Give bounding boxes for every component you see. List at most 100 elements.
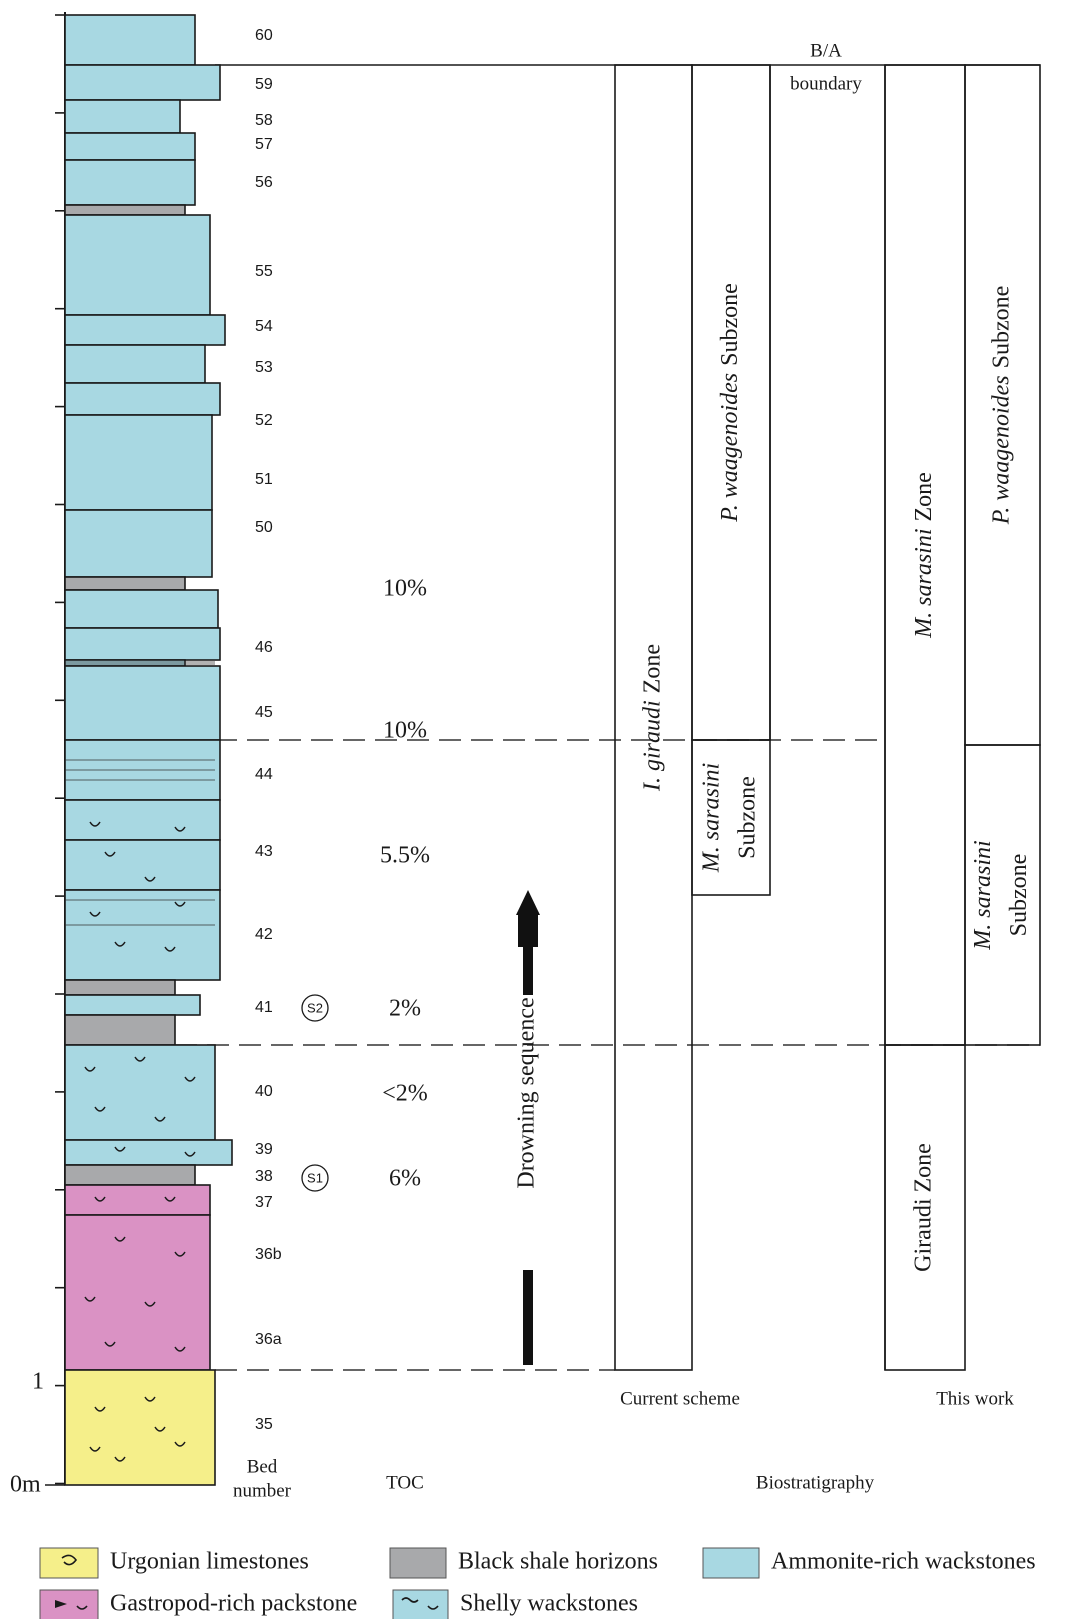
bed: [64, 1139, 233, 1166]
shell-symbol: [94, 1106, 106, 1112]
bed-number: 35: [255, 1416, 273, 1433]
zone-taxon: M. sarasini: [911, 528, 937, 638]
toc-value: 5.5%: [380, 843, 430, 869]
bed: [64, 159, 196, 206]
bed-number: 44: [255, 766, 273, 783]
bed: [64, 204, 186, 216]
legend-label: Gastropod-rich packstone: [110, 1591, 357, 1617]
scale-label: 1: [32, 1369, 44, 1395]
bed-number: 59: [255, 76, 273, 93]
bed: [64, 665, 221, 741]
legend-symbol: [55, 1600, 67, 1608]
shell-symbol: [174, 1251, 186, 1257]
shell-symbol: [174, 826, 186, 832]
bed: [64, 799, 221, 841]
legend-label: Black shale horizons: [458, 1549, 658, 1575]
zone-label: P. waagenoides Subzone: [717, 283, 743, 523]
toc-value: 6%: [389, 1166, 421, 1192]
scale-label: 0m: [10, 1472, 41, 1498]
shell-symbol: [114, 941, 126, 947]
bed: [64, 344, 206, 384]
bed-number: 52: [255, 412, 273, 429]
zone-taxon: P. waagenoides: [717, 373, 743, 523]
zone-label: Subzone: [735, 776, 761, 859]
bed: [64, 839, 221, 891]
bed: [64, 64, 221, 101]
shell-symbol: [154, 1116, 166, 1122]
bed-number: 50: [255, 519, 273, 536]
arrow-shaft: [523, 945, 533, 995]
toc-value: 10%: [383, 718, 427, 744]
shell-symbol: [84, 1296, 96, 1302]
zone-label: M. sarasini: [970, 840, 996, 950]
legend-symbol: [76, 1605, 88, 1610]
bed: [64, 314, 226, 346]
header: Biostratigraphy: [756, 1472, 875, 1493]
bed-number: 57: [255, 136, 273, 153]
shell-symbol: [184, 1151, 196, 1157]
legend-label: Urgonian limestones: [110, 1549, 309, 1575]
bed: [64, 1044, 216, 1141]
bed: [64, 382, 221, 416]
header: Bed: [247, 1456, 278, 1477]
bed: [64, 889, 221, 981]
bed-number: 51: [255, 471, 273, 488]
bed: [64, 1214, 211, 1371]
bed: [64, 509, 213, 578]
shell-symbol: [104, 1341, 116, 1347]
arrow-shaft: [523, 1270, 533, 1365]
bed-number: 41: [255, 999, 273, 1016]
legend-symbol: [427, 1605, 439, 1610]
bed-number: 39: [255, 1141, 273, 1158]
bed-number: 46: [255, 639, 273, 656]
shell-symbol: [134, 1056, 146, 1062]
legend-swatch: [39, 1589, 99, 1619]
legend-swatch: [392, 1589, 449, 1619]
shell-symbol: [154, 1426, 166, 1432]
shell-symbol: [84, 1066, 96, 1072]
toc-value: 2%: [389, 996, 421, 1022]
bed: [64, 99, 181, 134]
bed: [64, 132, 196, 161]
shell-symbol: [184, 1076, 196, 1082]
bed: [64, 659, 186, 667]
shell-symbol: [144, 1396, 156, 1402]
sample-marker: [301, 1164, 329, 1192]
shell-symbol: [164, 1196, 176, 1202]
bed: [64, 627, 221, 661]
bed: [64, 414, 213, 511]
bed: [64, 979, 176, 996]
scheme-label: This work: [936, 1388, 1014, 1409]
arrow-shaft: [518, 912, 538, 947]
zone-box: [884, 1044, 966, 1371]
bed-number: 58: [255, 112, 273, 129]
bed-number: 40: [255, 1083, 273, 1100]
shell-symbol: [114, 1146, 126, 1152]
zone-rank: Zone: [911, 472, 937, 521]
boundary-label: boundary: [790, 73, 862, 94]
header: TOC: [386, 1472, 424, 1493]
zone-box: [964, 744, 1041, 1046]
header: number: [233, 1480, 292, 1501]
sample-label: S2: [307, 1000, 323, 1015]
bed-number: 42: [255, 926, 273, 943]
zone-label: Giraudi Zone: [911, 1143, 937, 1272]
zone-label: P. waagenoides Subzone: [988, 286, 1014, 526]
bed: [64, 994, 201, 1016]
arrow-label: Drowning sequence: [514, 997, 540, 1188]
bed-number: 54: [255, 318, 273, 335]
legend-symbol: [61, 1554, 78, 1566]
bed-number: 43: [255, 843, 273, 860]
shell-symbol: [89, 1446, 101, 1452]
shell-symbol: [164, 946, 176, 952]
shell-symbol: [114, 1236, 126, 1242]
zone-rank: Zone: [639, 644, 665, 693]
bed: [64, 1164, 196, 1186]
zone-rank: Subzone: [988, 286, 1014, 369]
boundary-label: B/A: [810, 40, 842, 61]
legend-swatch: [702, 1547, 760, 1579]
bed-number: 56: [255, 174, 273, 191]
legend-label: Ammonite-rich wackstones: [771, 1549, 1036, 1575]
legend-symbol: [401, 1597, 419, 1603]
zone-taxon: I. giraudi: [639, 700, 665, 792]
